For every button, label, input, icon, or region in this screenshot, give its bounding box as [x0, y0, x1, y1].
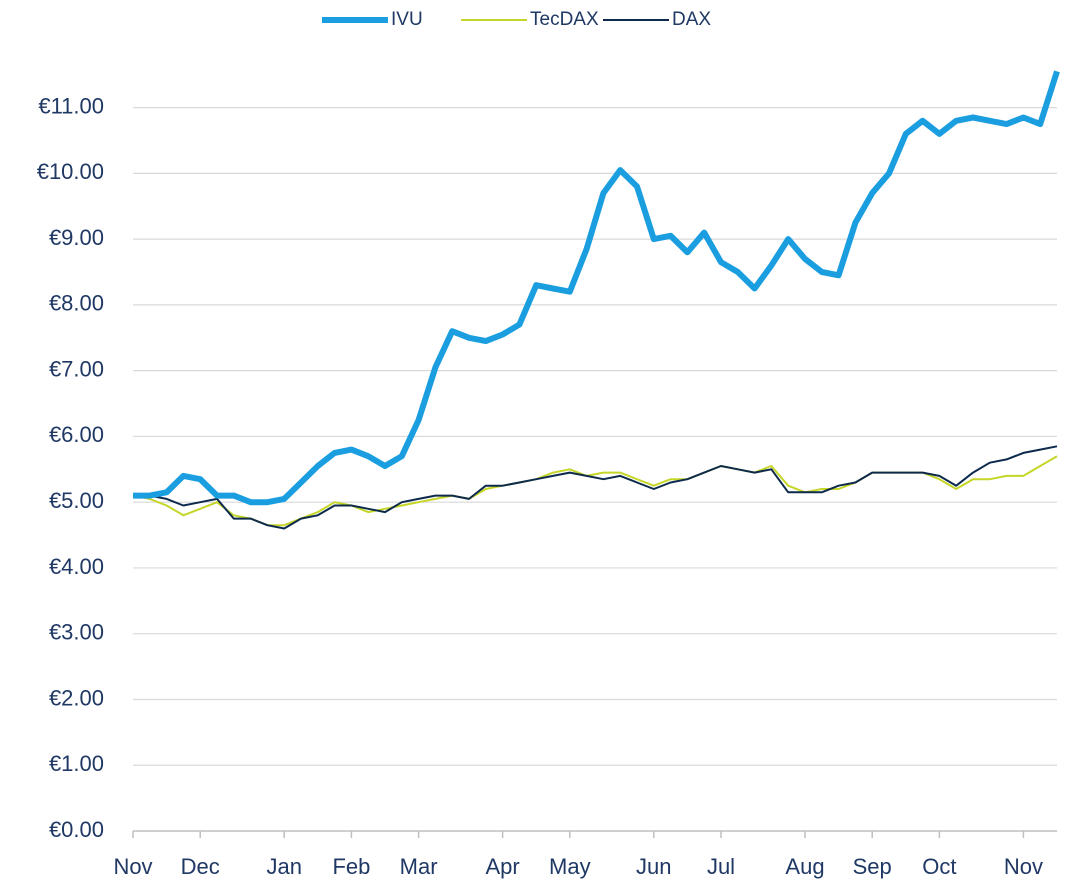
- x-tick-label: Sep: [853, 854, 892, 879]
- y-tick-label: €3.00: [49, 620, 104, 645]
- x-tick-label: Dec: [181, 854, 220, 879]
- legend-label: TecDAX: [530, 9, 599, 30]
- y-tick-label: €8.00: [49, 291, 104, 316]
- x-tick-label: Aug: [785, 854, 824, 879]
- y-tick-label: €10.00: [37, 159, 104, 184]
- legend: IVU TecDAX DAX: [322, 9, 711, 30]
- x-tick-label: Nov: [1004, 854, 1043, 879]
- series-line: [133, 445, 1058, 530]
- x-tick-label: Feb: [332, 854, 370, 879]
- y-tick-label: €0.00: [49, 817, 104, 842]
- y-tick-label: €4.00: [49, 554, 104, 579]
- x-tick-label: May: [549, 854, 591, 879]
- y-tick-label: €11.00: [38, 93, 104, 118]
- series-line: [133, 70, 1060, 506]
- y-tick-label: €6.00: [49, 422, 104, 447]
- x-tick-label: Mar: [400, 854, 438, 879]
- x-tick-label: Apr: [485, 854, 519, 879]
- y-tick-label: €7.00: [49, 356, 104, 381]
- y-tick-label: €2.00: [49, 685, 104, 710]
- y-tick-label: €5.00: [49, 488, 104, 513]
- legend-label: DAX: [672, 9, 711, 30]
- legend-label: IVU: [391, 9, 423, 30]
- x-tick-label: Jun: [636, 854, 671, 879]
- x-tick-label: Jan: [266, 854, 301, 879]
- y-tick-label: €9.00: [49, 225, 104, 250]
- y-tick-label: €1.00: [49, 751, 104, 776]
- x-tick-label: Jul: [707, 854, 735, 879]
- series-line: [132, 455, 1058, 527]
- x-tick-label: Nov: [113, 854, 152, 879]
- x-tick-label: Oct: [922, 854, 956, 879]
